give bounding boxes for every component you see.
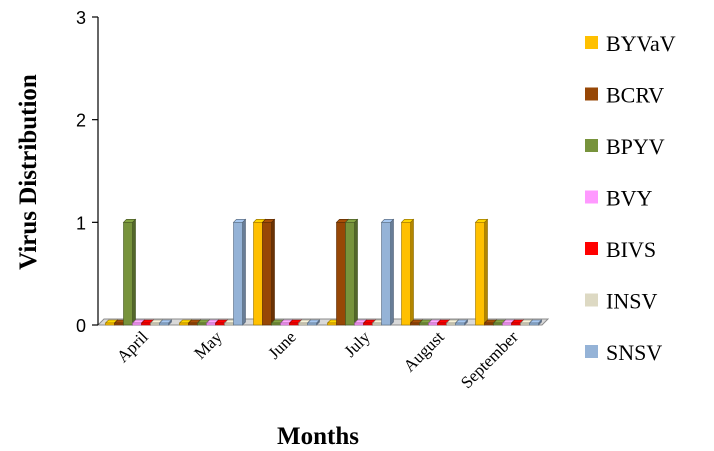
legend-label: BCRV (606, 83, 664, 108)
y-axis-title: Virus Distribution (15, 74, 42, 270)
legend-swatch (585, 139, 598, 152)
bar (474, 218, 489, 326)
x-tick-label: April (113, 327, 152, 366)
legend-swatch (585, 293, 598, 307)
x-tick-label: June (264, 327, 299, 362)
x-tick-label: August (400, 327, 448, 375)
legend-label: SNSV (606, 340, 662, 365)
x-tick-label: July (340, 327, 374, 361)
x-axis: April May June July August September (113, 327, 522, 392)
legend-item: BVY (585, 186, 653, 211)
legend-label: BVY (606, 186, 653, 211)
bar (306, 319, 321, 326)
y-tick-label: 0 (76, 316, 86, 336)
plot-area (96, 218, 550, 326)
legend-item: INSV (585, 289, 657, 314)
legend-item: BCRV (585, 83, 664, 108)
legend-label: BYVaV (606, 31, 676, 56)
x-axis-title: Months (277, 423, 359, 450)
bar (380, 218, 395, 326)
legend-label: BPYV (606, 134, 665, 159)
bar (122, 218, 137, 326)
x-tick-label: September (457, 327, 522, 392)
legend: BYVaV BCRV BPYV BVY BIVS INSV SNSV (585, 31, 676, 365)
x-tick-label: May (190, 327, 226, 363)
legend-swatch (585, 345, 598, 358)
legend-item: BPYV (585, 134, 665, 159)
bar (454, 319, 469, 326)
legend-label: BIVS (606, 237, 656, 262)
legend-item: BIVS (585, 237, 656, 262)
legend-swatch (585, 87, 598, 101)
y-axis: 0 1 2 3 (76, 8, 99, 336)
legend-swatch (585, 190, 598, 204)
bar (232, 218, 247, 326)
legend-item: BYVaV (585, 31, 676, 56)
legend-label: INSV (606, 289, 657, 314)
bar (400, 218, 415, 326)
y-tick-label: 3 (76, 8, 86, 28)
y-tick-label: 2 (76, 111, 86, 131)
legend-swatch (585, 36, 598, 49)
bar (528, 319, 543, 326)
legend-swatch (585, 242, 598, 255)
legend-item: SNSV (585, 340, 662, 365)
y-tick-label: 1 (76, 213, 86, 233)
bar (158, 319, 173, 326)
bar (344, 218, 359, 326)
bar (261, 218, 276, 326)
